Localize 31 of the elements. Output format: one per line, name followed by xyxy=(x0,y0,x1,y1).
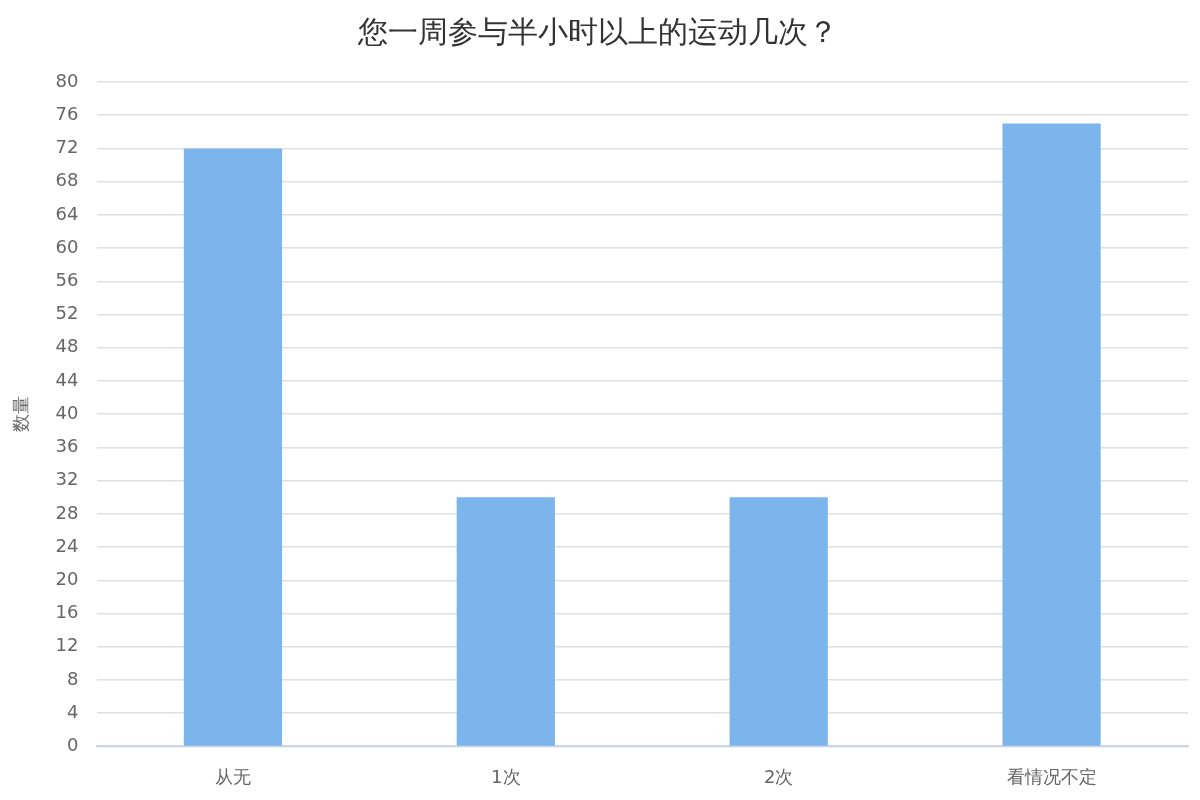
y-tick-label: 4 xyxy=(67,700,79,722)
y-tick-label: 12 xyxy=(55,634,79,656)
x-tick-label: 从无 xyxy=(214,765,251,787)
y-tick-label: 28 xyxy=(55,501,79,523)
bar xyxy=(729,497,828,746)
y-tick-label: 44 xyxy=(55,368,79,390)
y-tick-label: 36 xyxy=(55,435,79,457)
y-tick-label: 80 xyxy=(55,69,79,91)
y-tick-label: 76 xyxy=(55,102,79,124)
chart-title: 您一周参与半小时以上的运动几次？ xyxy=(357,13,838,49)
y-tick-label: 20 xyxy=(55,567,79,589)
y-tick-label: 60 xyxy=(55,235,79,257)
y-axis-title: 数量 xyxy=(10,396,32,433)
y-tick-label: 32 xyxy=(55,468,79,490)
y-tick-label: 0 xyxy=(67,734,79,756)
y-tick-label: 52 xyxy=(55,302,79,324)
x-tick-label: 2次 xyxy=(763,765,794,787)
y-tick-label: 64 xyxy=(55,202,79,224)
y-tick-label: 56 xyxy=(55,268,79,290)
y-tick-label: 40 xyxy=(55,401,79,423)
y-tick-label: 68 xyxy=(55,169,79,191)
y-tick-label: 48 xyxy=(55,335,79,357)
x-tick-label: 看情况不定 xyxy=(1006,765,1097,787)
bar xyxy=(183,148,283,746)
y-tick-label: 72 xyxy=(55,136,79,158)
x-tick-label: 1次 xyxy=(491,765,521,787)
y-tick-label: 16 xyxy=(55,601,79,623)
bar xyxy=(1002,123,1101,746)
y-tick-label: 24 xyxy=(55,534,79,556)
y-tick-label: 8 xyxy=(67,667,79,689)
bar xyxy=(456,497,555,746)
